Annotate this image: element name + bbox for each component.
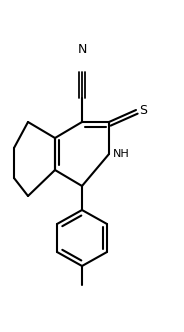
Text: S: S xyxy=(139,104,147,117)
Text: N: N xyxy=(77,43,87,56)
Text: NH: NH xyxy=(113,149,130,159)
